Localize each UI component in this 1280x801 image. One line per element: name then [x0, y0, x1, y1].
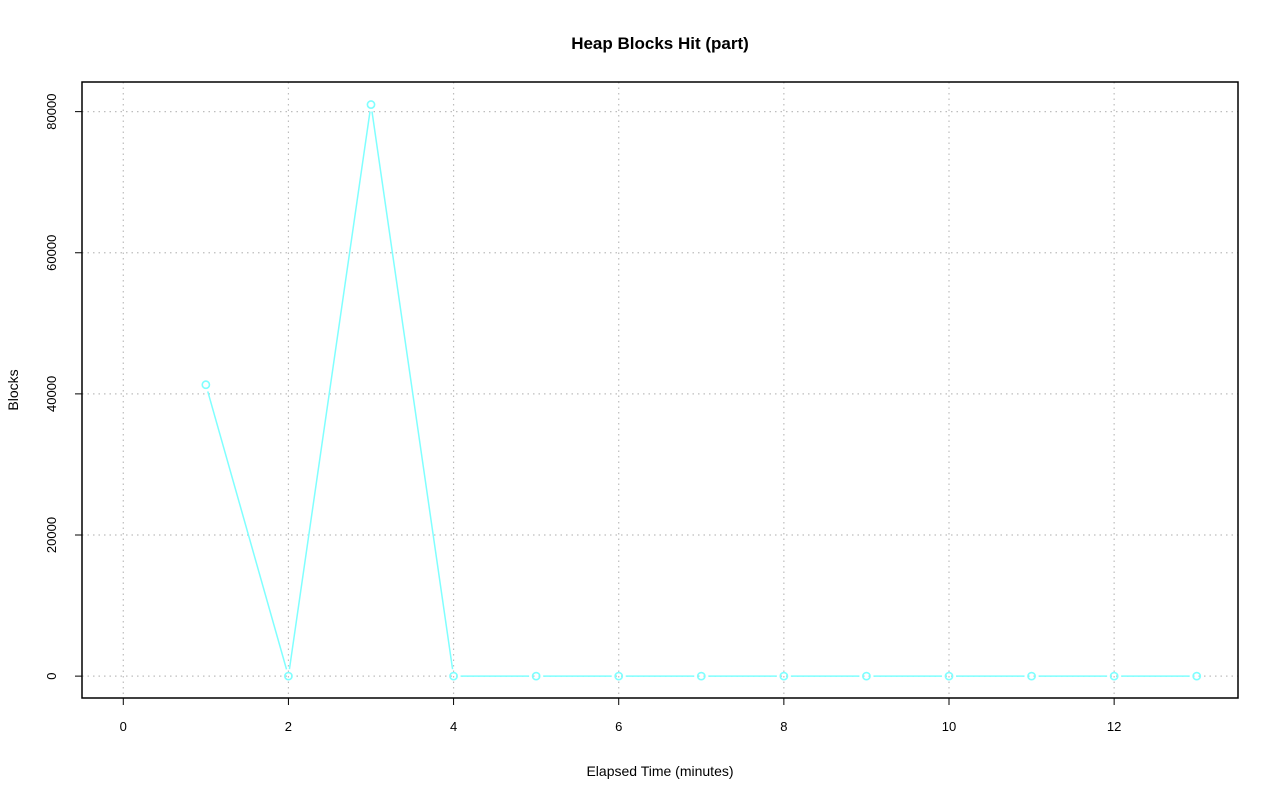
data-point	[284, 671, 293, 681]
data-point	[1192, 671, 1202, 681]
x-tick-label: 6	[615, 719, 622, 734]
x-axis-label: Elapsed Time (minutes)	[586, 763, 733, 779]
series-line-segment	[288, 111, 371, 670]
y-tick-label: 60000	[44, 235, 59, 271]
y-tick-label: 20000	[44, 517, 59, 553]
grid	[82, 82, 1238, 698]
data-point	[696, 671, 706, 681]
data-point	[1027, 671, 1036, 681]
chart-title: Heap Blocks Hit (part)	[571, 34, 749, 53]
data-point	[531, 671, 541, 681]
y-axis-label: Blocks	[5, 369, 21, 410]
x-tick-label: 4	[450, 719, 457, 734]
data-point	[366, 100, 376, 109]
data-point	[944, 671, 954, 681]
data-point	[614, 671, 624, 681]
data-point	[1109, 671, 1119, 681]
data-point	[779, 671, 789, 681]
series-line-segment	[207, 391, 288, 670]
y-tick-label: 80000	[44, 94, 59, 130]
data-point	[201, 380, 211, 390]
x-tick-label: 2	[285, 719, 292, 734]
y-tick-label: 0	[44, 673, 59, 680]
x-tick-label: 0	[120, 719, 127, 734]
series-line-segment	[371, 111, 454, 670]
y-tick-label: 40000	[44, 376, 59, 412]
x-tick-label: 8	[780, 719, 787, 734]
x-tick-label: 10	[942, 719, 956, 734]
data-point	[862, 671, 871, 681]
x-axis: 0 2 4 6 8 10 12	[120, 697, 1121, 734]
plot-frame	[81, 81, 1239, 699]
data-point	[449, 671, 458, 681]
x-tick-label: 12	[1107, 719, 1121, 734]
y-axis: 0 20000 40000 60000 80000	[44, 94, 83, 680]
series	[201, 100, 1202, 681]
